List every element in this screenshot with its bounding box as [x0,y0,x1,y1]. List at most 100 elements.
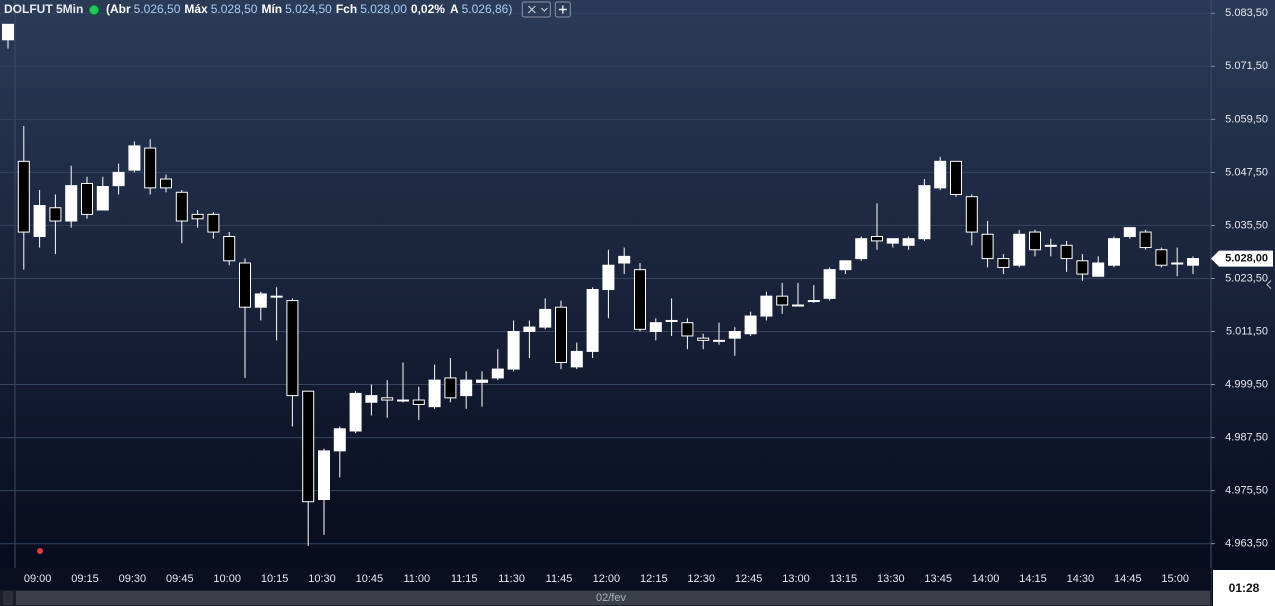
candle-body [397,399,409,402]
add-icon [558,5,567,14]
candle-body [507,331,520,370]
time-axis [0,568,1211,590]
candle-body [460,379,473,397]
candle-body [886,238,899,244]
tools-button[interactable] [521,1,551,18]
candle-body [713,339,725,342]
header-label: Mín [261,2,282,16]
header-label: A [450,2,459,16]
candle-body [855,238,868,260]
candle-body [1187,258,1199,266]
candle-body [586,289,599,352]
candle-body [602,264,615,291]
x-tick-label: 13:45 [924,573,952,585]
candle-body [239,262,251,308]
candle-body [223,235,236,262]
header-label: (Abr [106,2,131,16]
x-tick-label: 12:45 [735,573,763,585]
live-indicator [88,4,100,16]
candle-body [128,145,141,171]
candle-body [918,185,931,240]
x-tick-label: 11:30 [498,573,525,585]
x-tick-label: 10:15 [261,573,289,585]
candle-body [776,295,789,306]
candle-body [839,260,852,271]
candle-body [697,337,710,341]
chart-title: DOLFUT 5Min [4,2,83,16]
candle-body [807,300,820,303]
marker-dot [37,548,43,554]
last-price-tag [1211,250,1273,267]
x-tick-label: 12:30 [687,573,715,585]
y-tick-label: 4.999,50 [1225,378,1268,390]
x-tick-label: 14:45 [1114,573,1142,585]
candle-body [665,319,678,322]
candle-body [523,326,536,333]
candle-body [1044,244,1057,247]
candle-body [270,295,283,298]
x-tick-label: 11:00 [403,573,430,585]
x-tick-label: 14:00 [972,573,1000,585]
x-tick-label: 13:30 [877,573,905,585]
candle-body [81,182,93,215]
y-tick-label: 5.035,50 [1225,219,1268,231]
candle-body [681,322,694,337]
candle-body [381,397,394,401]
candle-body [49,207,62,222]
candles [2,23,1199,546]
x-tick-label: 10:00 [213,573,241,585]
x-tick-label: 10:30 [308,573,336,585]
header-value: 5.026,50 [134,2,181,16]
candle-body [902,238,915,246]
header-label: Fch [336,2,357,16]
candle-body [33,205,46,237]
date-label: 02/fev [596,592,626,604]
candle-body [1123,227,1136,237]
candle-body [65,185,78,222]
y-tick-label: 5.083,50 [1225,7,1268,19]
candle-body [318,450,330,500]
candle-body [349,392,362,432]
x-tick-label: 12:15 [640,573,668,585]
candle-body [1029,231,1041,251]
x-tick-label: 15:00 [1161,573,1189,585]
header-value: 5.024,50 [285,2,332,16]
candle-body [1108,238,1120,266]
candle-body [144,147,157,189]
candle-body [981,233,994,260]
candle-body [1013,233,1026,266]
x-tick-label: 11:45 [546,573,573,585]
candle-body [1076,260,1089,275]
x-tick-label: 14:15 [1019,573,1047,585]
header-value: 5.028,50 [211,2,258,16]
tools-icon [527,5,548,14]
candle-body [207,213,220,233]
x-tick-label: 13:15 [830,573,858,585]
candle-body [1092,262,1105,277]
y-tick-label: 5.047,50 [1225,166,1268,178]
scroll-thumb[interactable] [16,591,1210,605]
collapse-arrow [1266,280,1272,290]
scroll-handle[interactable] [3,591,13,605]
header: DOLFUT 5Min (Abr 5.026,50 Máx 5.028,50 Mín 5.… [4,1,571,18]
y-tick-label: 5.071,50 [1225,60,1268,72]
candle-body [302,390,315,503]
candle-body [491,368,504,379]
candle-body [96,186,109,211]
add-button[interactable] [554,1,571,18]
y-tick-label: 4.963,50 [1225,538,1268,550]
candle-body [570,350,583,368]
header-label: Máx [184,2,208,16]
clock-box [1213,570,1275,606]
candle-body [760,295,773,317]
candle-body [934,160,947,189]
candle-body [365,395,378,403]
candle-body [112,171,125,187]
candle-body [1060,244,1073,260]
candle-body [649,322,662,333]
candle-body [476,379,488,383]
x-tick-label: 10:45 [356,573,384,585]
candle-body [634,269,646,330]
x-tick-label: 09:45 [166,573,194,585]
